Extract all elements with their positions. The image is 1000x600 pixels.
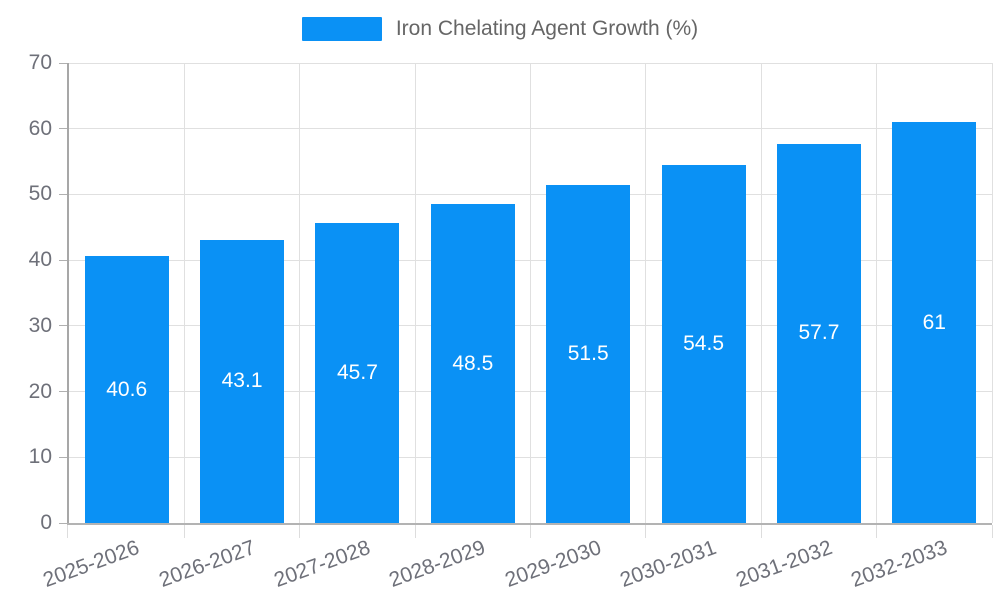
y-axis-tick-label: 20 — [28, 379, 52, 403]
y-axis-tick — [59, 325, 67, 327]
legend-item[interactable]: Iron Chelating Agent Growth (%) — [0, 15, 1000, 43]
x-axis-tick — [876, 525, 878, 538]
x-axis-category-label: 2030-2031 — [617, 536, 720, 592]
legend-label: Iron Chelating Agent Growth (%) — [395, 17, 699, 40]
y-axis-tick-label: 30 — [28, 313, 52, 337]
gridline-vertical — [299, 63, 301, 523]
gridline-vertical — [645, 63, 647, 523]
x-axis-category-label: 2032-2033 — [847, 536, 951, 592]
bar-2028-2029[interactable] — [430, 204, 515, 523]
y-axis-tick-label: 50 — [28, 182, 52, 206]
gridline-vertical — [991, 63, 993, 523]
bar-2031-2032[interactable] — [776, 143, 861, 523]
y-axis-tick-label: 70 — [28, 51, 52, 74]
bar-2032-2033[interactable] — [892, 122, 977, 523]
bar-2030-2031[interactable] — [661, 164, 746, 523]
x-axis-line — [67, 523, 992, 525]
x-axis-tick — [645, 525, 647, 538]
y-axis-tick — [59, 62, 67, 64]
y-axis-tick — [59, 391, 67, 393]
gridline-vertical — [760, 63, 762, 523]
gridline-vertical — [183, 63, 185, 523]
y-axis-tick — [59, 456, 67, 458]
x-axis-category-label: 2031-2032 — [732, 536, 835, 592]
bar-2026-2027[interactable] — [200, 239, 285, 523]
x-axis-category-label: 2027-2028 — [271, 536, 374, 592]
bar-2025-2026[interactable] — [84, 256, 169, 523]
x-axis-tick — [991, 525, 993, 538]
x-axis-tick — [67, 525, 68, 538]
bar-2029-2030[interactable] — [546, 184, 631, 523]
x-axis-tick — [530, 525, 531, 538]
x-axis-tick — [760, 525, 762, 538]
y-axis-tick — [59, 522, 67, 524]
legend-swatch — [301, 17, 382, 41]
x-axis-tick — [183, 525, 185, 538]
y-axis-line — [67, 63, 69, 525]
x-axis-category-label: 2029-2030 — [501, 536, 605, 592]
y-axis-tick — [59, 193, 67, 195]
y-axis-tick-label: 60 — [28, 116, 52, 140]
bar-2027-2028[interactable] — [315, 222, 400, 523]
x-axis-category-label: 2025-2026 — [40, 536, 143, 592]
y-axis-tick-label: 10 — [28, 445, 52, 469]
x-axis-tick — [299, 525, 301, 538]
x-axis-category-label: 2026-2027 — [155, 536, 258, 592]
gridline-vertical — [414, 63, 416, 523]
x-axis-category-label: 2028-2029 — [386, 536, 489, 592]
x-axis-tick — [414, 525, 416, 538]
gridline-vertical — [530, 63, 531, 523]
y-axis-tick — [59, 128, 67, 130]
y-axis-tick-label: 0 — [40, 511, 52, 534]
y-axis-tick — [59, 259, 67, 261]
gridline-vertical — [876, 63, 878, 523]
y-axis-tick-label: 40 — [28, 248, 52, 272]
